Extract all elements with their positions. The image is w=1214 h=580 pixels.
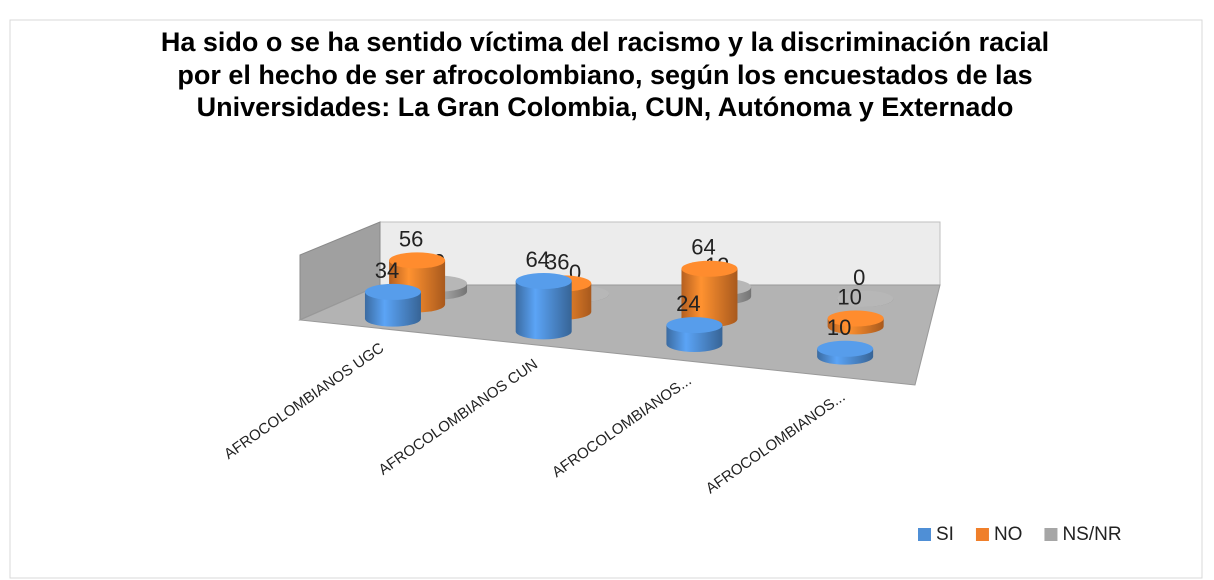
data-label: 56 — [399, 226, 423, 251]
cylinder — [515, 273, 572, 340]
cylinder-body — [681, 268, 738, 328]
cylinder-body — [515, 281, 572, 340]
legend-swatch — [918, 528, 931, 541]
cylinder-top — [666, 317, 723, 334]
legend-label: NS/NR — [1062, 524, 1121, 545]
cylinder — [666, 317, 723, 352]
data-label: 34 — [375, 258, 399, 283]
floor — [298, 284, 941, 386]
cylinder-body — [364, 291, 421, 327]
data-label: 10 — [837, 284, 861, 309]
chart-title: Ha sido o se ha sentido víctima del raci… — [160, 27, 1050, 122]
legend-label: NO — [994, 524, 1023, 545]
cylinder-top — [827, 310, 884, 327]
legend-label: SI — [936, 524, 954, 545]
cylinder — [364, 283, 421, 327]
cylinder-top — [681, 260, 738, 277]
data-label: 10 — [827, 315, 851, 340]
legend-swatch — [1044, 528, 1058, 541]
data-label: 36 — [545, 249, 569, 274]
cylinder — [827, 310, 884, 335]
cylinder-top — [515, 273, 572, 290]
data-label: 64 — [525, 247, 549, 272]
cylinder — [817, 340, 874, 365]
legend-swatch — [975, 528, 989, 541]
data-label: 0 — [853, 265, 865, 290]
data-label: 64 — [691, 235, 715, 260]
cylinder — [837, 290, 894, 307]
cylinder — [681, 260, 738, 328]
cylinder-top — [364, 283, 421, 300]
cylinder-top — [389, 252, 446, 269]
cylinder-top — [817, 340, 874, 357]
cylinder-top — [837, 290, 894, 307]
data-label: 24 — [676, 291, 700, 316]
